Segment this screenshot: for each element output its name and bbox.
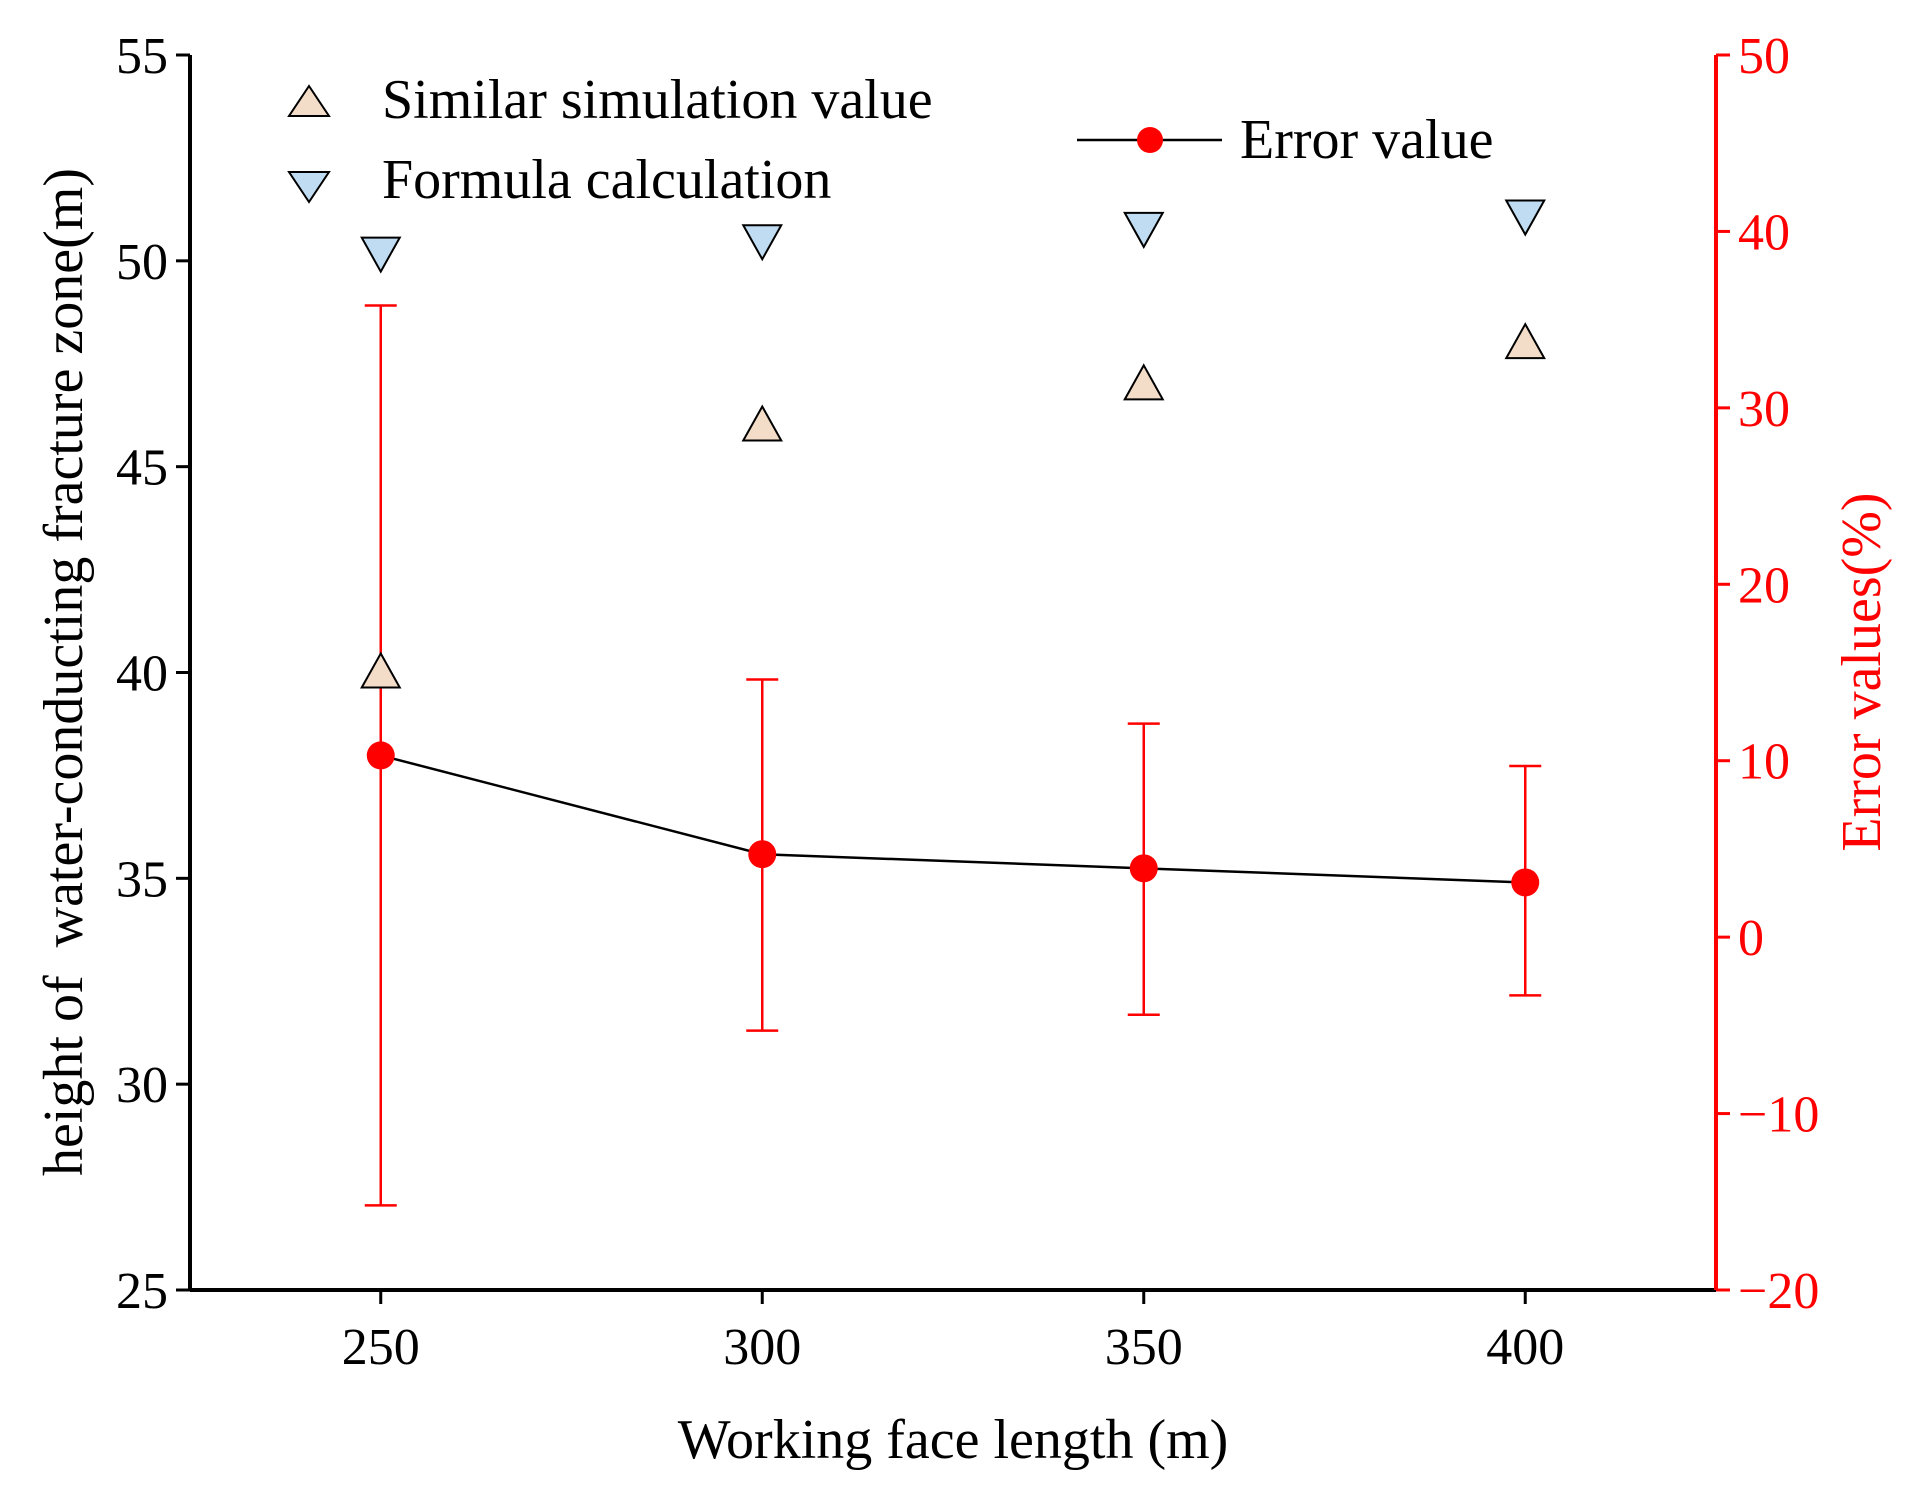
x-axis-label: Working face length (m) [678,1409,1229,1471]
x-ticks-group: 250 300 350 400 [342,1290,1564,1376]
y-left-tick-label-30: 30 [116,1057,168,1114]
point-similar-simulation-400 [1504,322,1546,360]
point-similar-simulation-300 [741,404,783,442]
point-formula-calculation-250 [360,236,402,274]
markers-group [360,199,1546,897]
y-right-tick-label-50: 50 [1738,28,1790,85]
y-right-tick-label--20: −20 [1738,1263,1819,1320]
y-right-axis-label: Error values(%) [1831,492,1893,851]
y-right-tick-label-10: 10 [1738,734,1790,791]
point-error-value-350 [1129,854,1158,883]
x-tick-label-250: 250 [342,1319,420,1376]
y-left-tick-label-55: 55 [116,28,168,85]
y-right-tick-label-30: 30 [1738,381,1790,438]
x-tick-label-400: 400 [1486,1319,1564,1376]
point-formula-calculation-300 [741,224,783,262]
legend-label-error-value: Error value [1240,109,1493,171]
point-error-value-250 [366,741,395,770]
y-right-tick-label--10: −10 [1738,1087,1819,1144]
error-value-line [380,754,1526,884]
x-tick-label-300: 300 [723,1319,801,1376]
y-left-axis-label: height of water-conducting fracture zone… [33,168,95,1176]
point-error-value-300 [748,840,777,869]
y-left-tick-label-45: 45 [116,440,168,497]
legend-label-formula-calculation: Formula calculation [382,149,831,211]
point-error-value-400 [1511,868,1540,897]
y-right-ticks-group: −20 −10 0 10 20 30 40 50 [1716,28,1819,1320]
y-left-tick-label-40: 40 [116,646,168,703]
legend-label-similar-simulation: Similar simulation value [382,69,933,131]
legend-marker-error-value [1137,127,1163,153]
y-left-tick-label-25: 25 [116,1263,168,1320]
y-right-tick-label-20: 20 [1738,557,1790,614]
legend: Similar simulation value Formula calcula… [287,69,1493,211]
y-right-tick-label-40: 40 [1738,204,1790,261]
point-similar-simulation-250 [360,651,402,689]
point-formula-calculation-400 [1504,199,1546,237]
y-left-tick-label-50: 50 [116,234,168,291]
y-left-ticks-group: 25 30 35 40 45 50 55 [116,28,190,1320]
error-bars-group [364,304,1542,1207]
y-right-tick-label-0: 0 [1738,910,1764,967]
x-tick-label-350: 350 [1105,1319,1183,1376]
y-left-tick-label-35: 35 [116,851,168,908]
point-formula-calculation-350 [1123,211,1165,249]
legend-marker-similar-simulation [287,84,331,117]
legend-marker-formula-calculation [287,171,331,204]
point-similar-simulation-350 [1123,363,1165,401]
